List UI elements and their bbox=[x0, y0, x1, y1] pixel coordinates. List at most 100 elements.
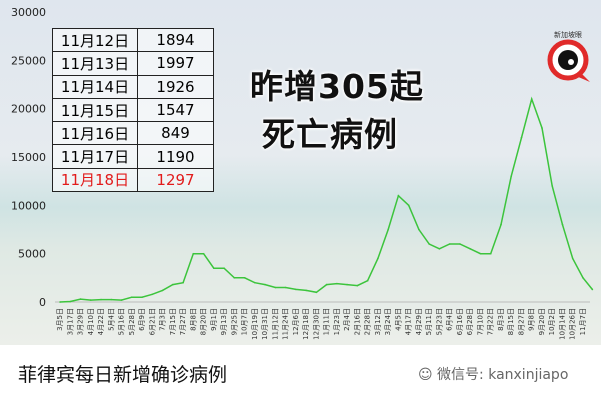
table-row: 11月17日 1190 bbox=[52, 144, 214, 169]
x-tick-label: 4月5日 bbox=[394, 308, 402, 331]
row-value: 1997 bbox=[137, 51, 214, 76]
data-point bbox=[305, 289, 307, 292]
y-tick-label: 0 bbox=[39, 296, 46, 309]
x-tick-label: 6月28日 bbox=[466, 308, 474, 335]
data-point bbox=[336, 282, 338, 285]
data-point bbox=[89, 299, 92, 301]
x-tick-label: 7月22日 bbox=[487, 308, 495, 335]
x-tick-label: 12月6日 bbox=[292, 308, 300, 335]
row-value: 1547 bbox=[137, 97, 214, 123]
data-point bbox=[59, 301, 61, 303]
data-point bbox=[141, 296, 143, 298]
chart-area: 0 5000 10000 15000 20000 25000 30000 3月5日 3月17日 3… bbox=[0, 0, 601, 345]
data-point bbox=[233, 277, 236, 279]
y-tick-label: 10000 bbox=[11, 199, 46, 212]
x-tick-label: 2月4日 bbox=[343, 308, 351, 331]
x-tick-label: 11月7日 bbox=[579, 308, 587, 335]
data-point bbox=[407, 204, 410, 207]
data-point bbox=[346, 283, 348, 286]
data-point bbox=[356, 284, 359, 287]
chart-caption: 菲律宾每日新增确诊病例 bbox=[18, 364, 228, 386]
row-value: 1894 bbox=[137, 27, 214, 53]
row-value: 1926 bbox=[137, 74, 214, 99]
row-date: 11月12日 bbox=[52, 27, 138, 53]
wechat-account: ☺ 微信号: kanxinjiapo bbox=[418, 364, 568, 384]
x-tick-label: 5月11日 bbox=[425, 308, 433, 335]
svg-text:新加坡眼: 新加坡眼 bbox=[554, 30, 582, 39]
row-date: 11月14日 bbox=[52, 74, 138, 99]
headline-line1: 昨增305起 bbox=[250, 67, 424, 106]
data-point bbox=[459, 243, 461, 245]
row-date: 11月15日 bbox=[52, 97, 138, 123]
data-point bbox=[192, 252, 195, 255]
x-tick-label: 10月7日 bbox=[241, 308, 249, 335]
row-value: 1190 bbox=[137, 144, 214, 169]
x-tick-label: 6月21日 bbox=[148, 308, 156, 335]
table-row: 11月15日 1547 bbox=[52, 97, 214, 123]
x-tick-label: 2月28日 bbox=[364, 308, 372, 335]
row-value: 849 bbox=[137, 121, 214, 146]
x-tick-label: 4月17日 bbox=[405, 308, 413, 335]
eye-pin-logo-icon: 新加坡眼 bbox=[547, 30, 590, 82]
data-point bbox=[530, 98, 533, 100]
x-tick-label: 1月11日 bbox=[323, 308, 331, 335]
x-tick-label: 2月16日 bbox=[353, 308, 361, 335]
x-tick-label: 1月23日 bbox=[333, 308, 341, 335]
data-point bbox=[202, 252, 205, 255]
y-tick-label: 25000 bbox=[11, 54, 46, 67]
x-tick-label: 10月14日 bbox=[558, 308, 566, 340]
data-point bbox=[295, 288, 297, 291]
data-point bbox=[182, 281, 184, 284]
x-tick-label: 5月28日 bbox=[128, 308, 136, 335]
row-date: 11月17日 bbox=[52, 144, 138, 169]
data-point bbox=[387, 228, 389, 231]
data-point bbox=[120, 299, 123, 301]
x-tick-label: 3月12日 bbox=[374, 308, 382, 335]
row-date: 11月13日 bbox=[52, 51, 138, 76]
data-point bbox=[315, 291, 318, 294]
x-tick-label: 12月18日 bbox=[302, 308, 310, 340]
table-row: 11月18日 1297 bbox=[52, 167, 214, 193]
x-tick-label: 8月3日 bbox=[497, 308, 505, 331]
x-tick-label: 10月26日 bbox=[569, 308, 577, 340]
x-tick-label: 8月8日 bbox=[189, 308, 197, 331]
x-tick-label: 9月1日 bbox=[210, 308, 218, 331]
table-row: 11月13日 1997 bbox=[52, 51, 214, 76]
table-row: 11月14日 1926 bbox=[52, 74, 214, 99]
x-tick-label: 9月13日 bbox=[220, 308, 228, 335]
x-tick-label: 7月3日 bbox=[159, 308, 167, 331]
x-tick-label: 8月27日 bbox=[517, 308, 525, 335]
y-tick-label: 15000 bbox=[11, 151, 46, 164]
x-tick-label: 3月17日 bbox=[66, 308, 74, 335]
x-tick-label: 5月23日 bbox=[435, 308, 443, 335]
data-point bbox=[582, 277, 584, 279]
data-point bbox=[561, 223, 564, 226]
data-point bbox=[243, 277, 246, 279]
x-tick-label: 5月16日 bbox=[118, 308, 126, 335]
x-tick-label: 11月12日 bbox=[271, 308, 279, 340]
x-tick-label: 7月15日 bbox=[169, 308, 177, 335]
wechat-id: 微信号: kanxinjiapo bbox=[437, 367, 569, 383]
x-tick-label: 4月29日 bbox=[415, 308, 423, 335]
x-tick-label: 7月10日 bbox=[476, 308, 484, 335]
data-point bbox=[571, 257, 574, 260]
data-point bbox=[223, 267, 225, 269]
data-point bbox=[264, 283, 266, 286]
table-row: 11月16日 849 bbox=[52, 121, 214, 146]
x-tick-label: 4月10日 bbox=[87, 308, 95, 335]
x-tick-label: 11月24日 bbox=[282, 308, 290, 340]
table-row: 11月12日 1894 bbox=[52, 27, 214, 53]
data-point bbox=[520, 136, 523, 139]
row-value: 1297 bbox=[137, 167, 214, 193]
data-point bbox=[130, 296, 133, 298]
row-date: 11月16日 bbox=[52, 121, 138, 146]
daily-cases-table: 11月12日 1894 11月13日 1997 11月14日 1926 11月15日 1547… bbox=[52, 27, 214, 193]
x-tick-label: 10月31日 bbox=[261, 308, 269, 340]
headline-line2: 死亡病例 bbox=[262, 115, 398, 154]
data-point bbox=[110, 298, 113, 301]
data-point bbox=[541, 127, 543, 129]
x-tick-label: 4月22日 bbox=[97, 308, 105, 335]
data-point bbox=[100, 298, 102, 301]
x-tick-label: 10月19日 bbox=[251, 308, 259, 340]
